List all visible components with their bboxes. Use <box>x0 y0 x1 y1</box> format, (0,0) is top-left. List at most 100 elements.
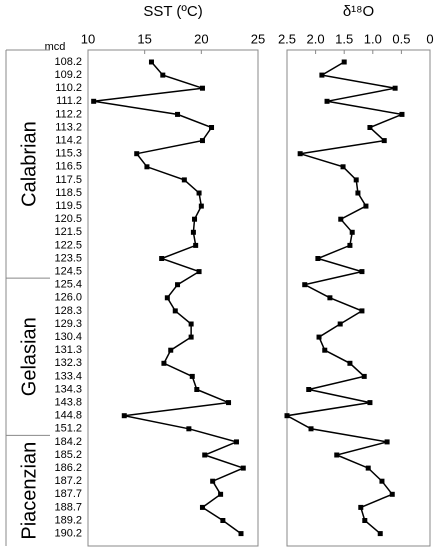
y-tick-label: 111.2 <box>56 95 82 107</box>
data-point <box>389 491 395 497</box>
data-point <box>308 426 314 432</box>
data-point <box>284 413 290 419</box>
data-point <box>186 426 192 432</box>
panel-frame <box>87 49 259 547</box>
data-point <box>193 242 199 248</box>
y-tick-label: 189.2 <box>54 514 82 526</box>
data-point <box>367 400 373 406</box>
y-tick-label: 124.5 <box>54 266 82 278</box>
x-tick-label: 2.5 <box>278 31 296 46</box>
data-point <box>196 190 202 196</box>
data-point <box>199 138 205 144</box>
y-tick-label: 109.2 <box>54 69 82 81</box>
data-point <box>134 151 140 157</box>
data-point <box>199 504 205 510</box>
x-tick-label: 20 <box>194 31 208 46</box>
data-point <box>121 413 127 419</box>
panel-title: SST (ºC) <box>143 3 202 20</box>
data-point <box>399 111 405 117</box>
stage-label: Piacenzian <box>18 442 40 540</box>
y-tick-label: 188.7 <box>54 501 82 513</box>
data-point <box>379 478 385 484</box>
data-point <box>362 518 368 523</box>
x-tick-label: 1.0 <box>364 31 382 46</box>
data-point <box>302 282 308 288</box>
y-tick-label: 113.2 <box>55 121 82 133</box>
data-point <box>315 256 321 261</box>
y-tick-label: 115.3 <box>55 148 82 160</box>
data-point <box>341 59 347 65</box>
data-point <box>175 111 181 117</box>
data-point <box>316 334 322 340</box>
data-point <box>189 373 195 379</box>
x-tick-label: 0.5 <box>392 31 410 46</box>
y-tick-label: 121.5 <box>54 226 82 238</box>
data-point <box>218 491 224 497</box>
x-tick-label: 0 <box>426 31 433 46</box>
y-tick-label: 120.5 <box>54 213 82 225</box>
stage-label: Calabrian <box>18 121 40 207</box>
data-point <box>240 465 246 471</box>
data-point <box>363 203 369 209</box>
data-point <box>337 321 343 327</box>
y-tick-label: 129.3 <box>54 318 82 330</box>
y-tick-label: 114.2 <box>55 135 82 147</box>
y-tick-label: 190.2 <box>54 528 82 540</box>
data-point <box>91 98 97 104</box>
data-point <box>359 269 365 275</box>
data-point <box>365 465 371 471</box>
y-tick-label: 151.2 <box>54 423 82 435</box>
data-point <box>319 72 325 78</box>
data-point <box>188 334 194 340</box>
x-tick-label: 2.0 <box>307 31 325 46</box>
data-point <box>358 504 364 510</box>
y-tick-label: 187.2 <box>54 475 82 487</box>
y-tick-label: 118.5 <box>55 187 82 199</box>
data-point <box>198 203 204 209</box>
panel-frame <box>286 49 431 547</box>
data-point <box>392 85 398 91</box>
y-tick-label: 128.3 <box>54 305 82 317</box>
data-point <box>340 164 346 170</box>
data-point <box>194 387 200 392</box>
y-tick-label: 122.5 <box>54 239 82 251</box>
data-point <box>164 295 170 301</box>
data-point <box>377 531 383 537</box>
data-point <box>334 452 340 458</box>
data-point <box>347 242 353 248</box>
data-point <box>361 373 367 379</box>
data-point <box>202 452 208 458</box>
y-tick-label: 131.3 <box>54 344 82 356</box>
data-point <box>359 308 365 314</box>
y-tick-label: 184.2 <box>54 436 82 448</box>
data-point <box>367 125 373 130</box>
data-point <box>338 216 344 222</box>
data-point <box>188 321 194 327</box>
y-tick-label: 112.2 <box>55 108 82 120</box>
y-tick-label: 108.2 <box>54 56 82 68</box>
data-point <box>160 72 166 78</box>
y-tick-label: 126.0 <box>54 292 82 304</box>
y-tick-label: 186.2 <box>54 462 82 474</box>
data-point <box>181 177 187 183</box>
data-line <box>284 61 405 535</box>
data-point <box>161 360 167 366</box>
data-point <box>196 269 202 275</box>
data-point <box>306 387 312 392</box>
y-axis-label: mcd <box>45 41 66 53</box>
data-point <box>381 138 387 144</box>
x-tick-label: 25 <box>251 31 265 46</box>
data-point <box>322 347 328 353</box>
data-point <box>297 151 303 157</box>
y-tick-label: 117.5 <box>55 174 82 186</box>
data-point <box>192 216 198 222</box>
y-tick-label: 187.7 <box>54 488 82 500</box>
data-point <box>199 85 205 91</box>
y-tick-label: 134.3 <box>54 383 82 395</box>
data-point <box>144 164 150 170</box>
data-point <box>190 229 196 235</box>
x-tick-label: 10 <box>81 31 95 46</box>
data-point <box>209 125 215 130</box>
